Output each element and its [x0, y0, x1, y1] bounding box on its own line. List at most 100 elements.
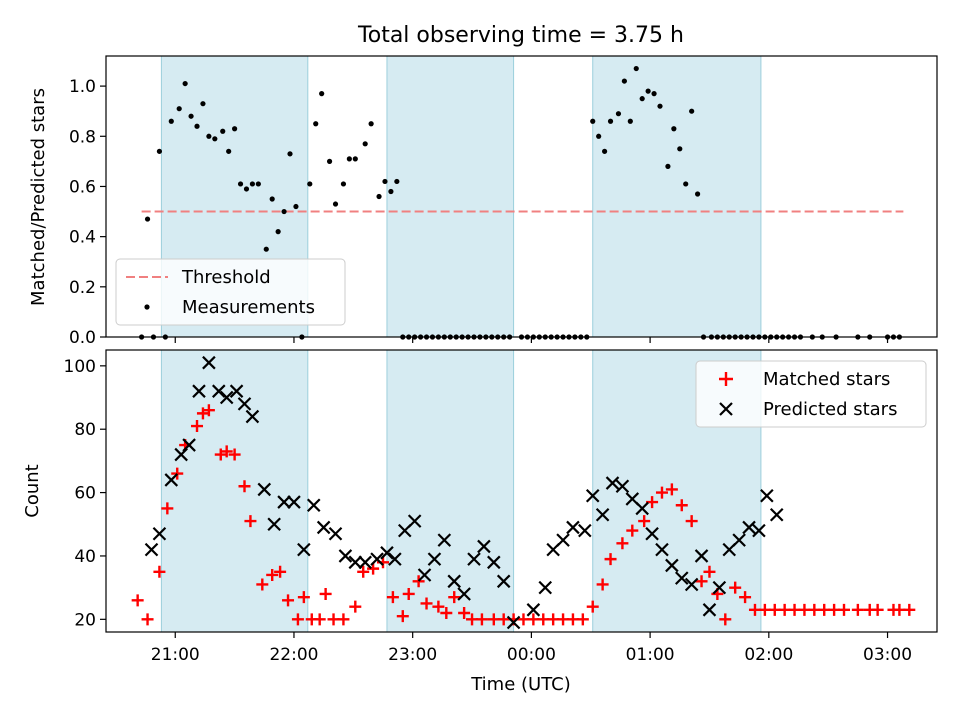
measurement-point	[144, 216, 151, 222]
predicted-stars-point	[665, 558, 679, 573]
predicted-stars-point	[152, 526, 167, 541]
predicted-stars-point	[674, 571, 689, 585]
predicted-stars-point	[164, 473, 179, 487]
matched-stars-point	[282, 594, 295, 607]
predicted-stars-point	[287, 495, 301, 509]
predicted-stars-point	[615, 479, 630, 494]
predicted-stars-point	[328, 526, 343, 541]
predicted-stars-point	[538, 580, 553, 595]
matched-stars-point	[695, 575, 708, 588]
measurement-point	[332, 201, 339, 207]
matched-stars-point	[626, 524, 639, 537]
matched-stars-point	[238, 480, 251, 493]
measurement-point	[677, 146, 683, 152]
matched-stars-point	[448, 591, 461, 604]
top-legend: Threshold Measurements	[115, 258, 346, 326]
predicted-stars-point	[684, 577, 699, 592]
measurement-point	[645, 88, 651, 94]
measurement-point	[639, 96, 645, 102]
predicted-stars-point	[526, 603, 541, 617]
predicted-stars-point	[219, 390, 234, 405]
predicted-stars-point	[297, 542, 311, 557]
x-tick-label: 01:00	[626, 645, 675, 665]
measurement-point	[226, 148, 232, 154]
top-y-tick-label: 0.8	[69, 127, 96, 147]
top-y-tick-label: 0.0	[69, 328, 96, 348]
matched-stars-point	[596, 578, 609, 591]
predicted-stars-point	[645, 526, 659, 541]
matched-stars-point	[412, 575, 425, 588]
bot-y-tick-label: 40	[74, 547, 96, 567]
predicted-stars-point	[417, 568, 432, 582]
matched-stars-point	[171, 467, 184, 480]
matched-stars-point	[191, 420, 204, 433]
predicted-stars-point	[316, 520, 331, 535]
matched-stars-point	[420, 597, 433, 610]
matched-stars-point	[616, 537, 629, 550]
predicted-stars-point	[487, 555, 501, 570]
measurement-point	[633, 65, 639, 72]
bot-y-tick-label: 100	[64, 357, 96, 377]
measurement-point	[607, 118, 614, 124]
top-y-tick-label: 1.0	[69, 77, 96, 97]
bot-y-tick-label: 60	[74, 484, 96, 504]
matched-stars-point	[432, 600, 445, 613]
measurement-point	[275, 229, 281, 235]
measurement-point	[657, 103, 663, 109]
x-tick-label: 00:00	[507, 645, 556, 665]
predicted-stars-point	[712, 580, 727, 595]
matched-stars-point	[586, 600, 599, 613]
matched-stars-point	[871, 603, 884, 616]
matched-stars-point	[153, 565, 166, 578]
predicted-stars-point	[267, 517, 281, 532]
matched-stars-point	[685, 515, 698, 528]
bottom-legend: Matched stars Predicted stars	[695, 360, 927, 428]
top-panel: 0.0 0.2 0.4 0.6 0.8 1.0 Matched/Predicted sta…	[28, 55, 938, 348]
measurement-point	[287, 151, 293, 157]
predicted-stars-point	[338, 549, 353, 563]
measurement-point	[665, 163, 671, 169]
x-tick-label: 21:00	[151, 645, 200, 665]
measurement-point	[168, 118, 174, 124]
predicted-stars-point	[760, 488, 774, 503]
top-observing-window-2	[386, 55, 515, 338]
matched-stars-point	[604, 553, 617, 566]
measurement-point	[671, 126, 677, 132]
top-y-axis-label: Matched/Predicted stars	[28, 88, 49, 306]
x-axis-label: Time (UTC)	[470, 674, 571, 695]
measurement-point	[651, 91, 657, 97]
measurement-point	[362, 141, 368, 147]
matched-stars-point	[576, 613, 589, 626]
matched-stars-point	[903, 603, 916, 616]
predicted-stars-point	[477, 539, 491, 554]
predicted-stars-point	[229, 384, 244, 398]
matched-stars-point	[719, 613, 732, 626]
measurement-point	[206, 133, 212, 139]
top-panel-frame	[105, 55, 938, 338]
matched-stars-point	[458, 606, 471, 619]
predicted-stars-point	[578, 523, 592, 538]
matched-stars-point	[202, 404, 215, 417]
predicted-stars-point	[212, 384, 226, 398]
predicted-stars-point	[277, 495, 291, 509]
measurement-point	[176, 106, 182, 112]
bot-observing-window-1	[160, 349, 309, 633]
matched-stars-point	[739, 591, 752, 604]
measurement-point	[689, 108, 695, 114]
predicted-stars-point	[467, 552, 481, 566]
matched-stars-point	[319, 587, 332, 600]
x-tick-label: 22:00	[269, 645, 318, 665]
measurement-point	[621, 78, 627, 84]
measurement-point	[627, 118, 633, 124]
measurement-point	[683, 181, 689, 187]
top-y-tick-label: 0.6	[69, 177, 96, 197]
x-tick-label: 03:00	[863, 645, 912, 665]
measurement-point	[255, 181, 261, 187]
measurement-point	[269, 196, 275, 202]
top-y-tick-label: 0.2	[69, 278, 96, 298]
measurement-point	[319, 91, 325, 97]
matched-legend-swatch	[719, 372, 733, 386]
predicted-stars-point	[605, 476, 620, 490]
matched-stars-point	[646, 496, 659, 509]
